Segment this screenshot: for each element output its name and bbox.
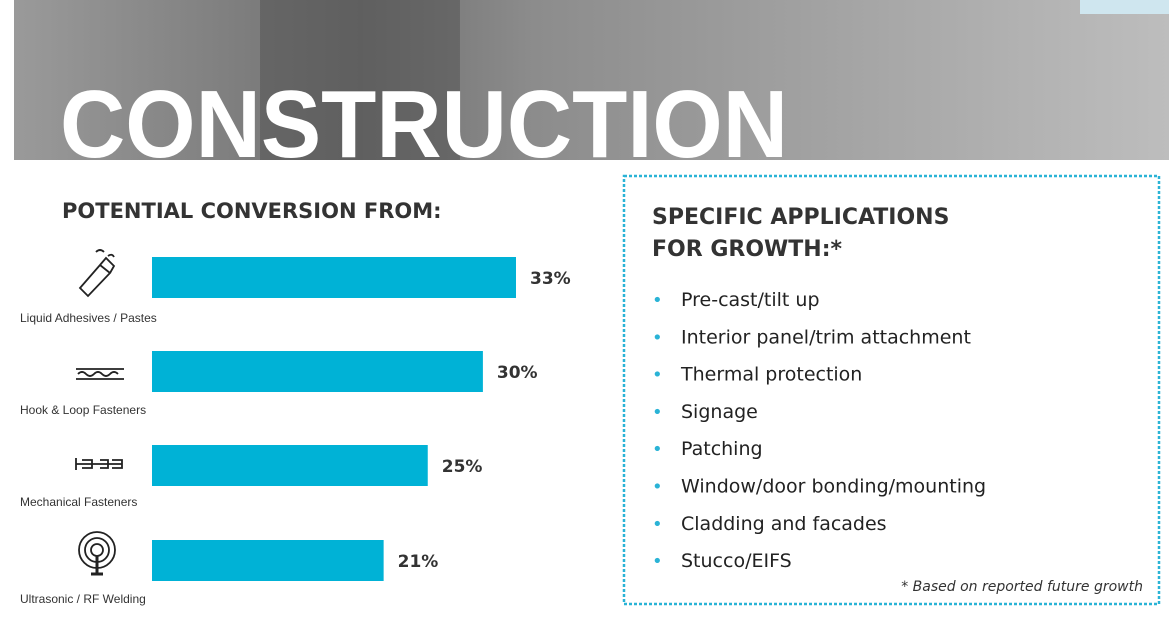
application-item: Signage bbox=[681, 401, 758, 423]
application-item: Stucco/EIFS bbox=[681, 550, 792, 572]
bar bbox=[152, 445, 428, 486]
value-label: 33% bbox=[530, 269, 571, 289]
application-item: Cladding and facades bbox=[681, 513, 887, 535]
icon-welding bbox=[91, 556, 103, 574]
application-item: Patching bbox=[681, 438, 763, 460]
bar bbox=[152, 257, 516, 298]
category-label: Ultrasonic / RF Welding bbox=[20, 592, 146, 606]
bullet: • bbox=[652, 402, 663, 423]
icon-drops bbox=[96, 250, 114, 257]
page: CONSTRUCTION POTENTIAL CONVERSION FROM: … bbox=[0, 0, 1169, 633]
application-item: Thermal protection bbox=[680, 364, 862, 386]
category-label: Liquid Adhesives / Pastes bbox=[20, 311, 157, 325]
bullet: • bbox=[652, 439, 663, 460]
header-title: CONSTRUCTION bbox=[60, 71, 788, 178]
header-photo-sky bbox=[1080, 0, 1169, 14]
bar bbox=[152, 540, 384, 581]
application-item: Interior panel/trim attachment bbox=[681, 326, 971, 348]
applications-title: SPECIFIC APPLICATIONS bbox=[652, 205, 949, 230]
icon-tube bbox=[80, 258, 114, 296]
bullet: • bbox=[652, 365, 663, 386]
applications-title: FOR GROWTH:* bbox=[652, 237, 843, 262]
bar bbox=[152, 351, 483, 392]
bullet: • bbox=[652, 514, 663, 535]
icon-fastener bbox=[76, 458, 122, 470]
application-item: Window/door bonding/mounting bbox=[681, 476, 986, 498]
category-label: Hook & Loop Fasteners bbox=[20, 403, 146, 417]
application-item: Pre-cast/tilt up bbox=[681, 289, 820, 311]
bullet: • bbox=[652, 551, 663, 572]
category-label: Mechanical Fasteners bbox=[20, 495, 137, 509]
chart-title: POTENTIAL CONVERSION FROM: bbox=[62, 199, 442, 223]
value-label: 21% bbox=[398, 552, 439, 572]
icon-hook-loop bbox=[76, 369, 124, 379]
bullet: • bbox=[652, 327, 663, 348]
value-label: 25% bbox=[442, 457, 483, 477]
bullet: • bbox=[652, 290, 663, 311]
value-label: 30% bbox=[497, 363, 538, 383]
icon-welding bbox=[91, 544, 103, 556]
footnote: * Based on reported future growth bbox=[901, 579, 1143, 595]
bullet: • bbox=[652, 477, 663, 498]
